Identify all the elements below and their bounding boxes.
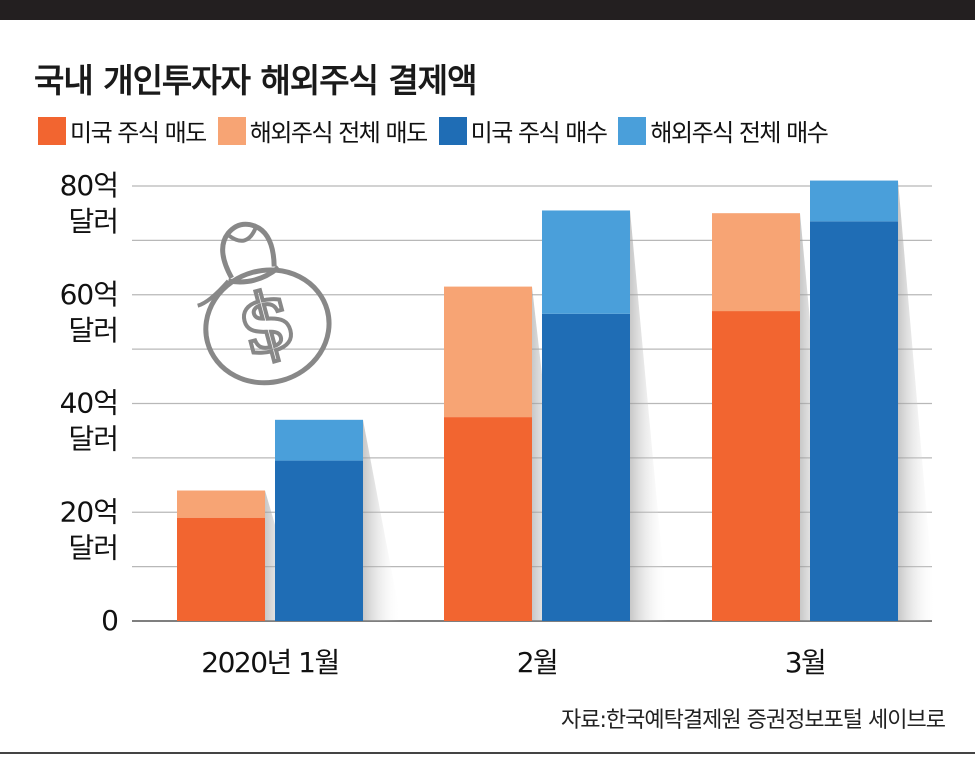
legend-label-us-sell: 미국 주식 매도 [70,119,207,147]
bar-segment [712,311,800,621]
bar-segment [177,517,265,621]
legend-label-total-buy: 해외주식 전체 매수 [650,119,828,147]
y-tick-label: 60억 [60,278,118,311]
bar-shadow [630,210,668,621]
bar-segment [712,213,800,312]
y-tick-label: 20억 [60,495,118,528]
y-tick-label: 40억 [60,387,118,420]
bar-segment [542,313,630,621]
y-tick-label: 0 [101,604,118,637]
legend-swatch-us-buy [438,116,467,145]
y-tick-label: 달러 [68,423,118,456]
money-bag-icon: $ [197,221,332,386]
y-tick-label: 80억 [60,169,118,202]
bar-segment [542,210,630,314]
x-tick-label: 3월 [785,646,826,679]
legend-label-us-buy: 미국 주식 매수 [470,119,608,147]
bar-segment [810,180,898,222]
y-tick-label: 달러 [68,531,118,564]
legend: 미국 주식 매도 해외주식 전체 매도 미국 주식 매수 해외주식 전체 매수 [38,113,839,148]
x-tick-label: 2월 [517,646,558,679]
y-tick-label: 달러 [68,314,118,347]
legend-label-total-sell: 해외주식 전체 매도 [249,119,428,147]
bar-segment [444,417,532,621]
bar-shadow [898,180,936,621]
bar-segment [275,460,363,621]
legend-swatch-us-sell [38,116,66,145]
top-bar [0,0,975,20]
bar-segment [444,286,532,418]
source-note: 자료:한국예탁결제원 증권정보포털 세이브로 [561,708,946,733]
legend-item-total-buy: 해외주식 전체 매수 [618,113,829,148]
legend-item-us-sell: 미국 주식 매도 [38,113,207,148]
legend-item-total-sell: 해외주식 전체 매도 [217,113,428,148]
legend-item-us-buy: 미국 주식 매수 [438,113,608,148]
bottom-rule [0,752,975,754]
bar-segment [177,490,265,518]
legend-swatch-total-buy [618,116,647,145]
svg-text:$: $ [227,270,305,375]
chart-title: 국내 개인투자자 해외주식 결제액 [34,61,478,100]
bar-segment [810,221,898,621]
legend-swatch-total-sell [217,116,246,145]
y-tick-label: 달러 [68,205,118,238]
bar-shadow [363,419,401,621]
bar-segment [275,419,363,461]
x-tick-label: 2020년 1월 [201,646,339,679]
